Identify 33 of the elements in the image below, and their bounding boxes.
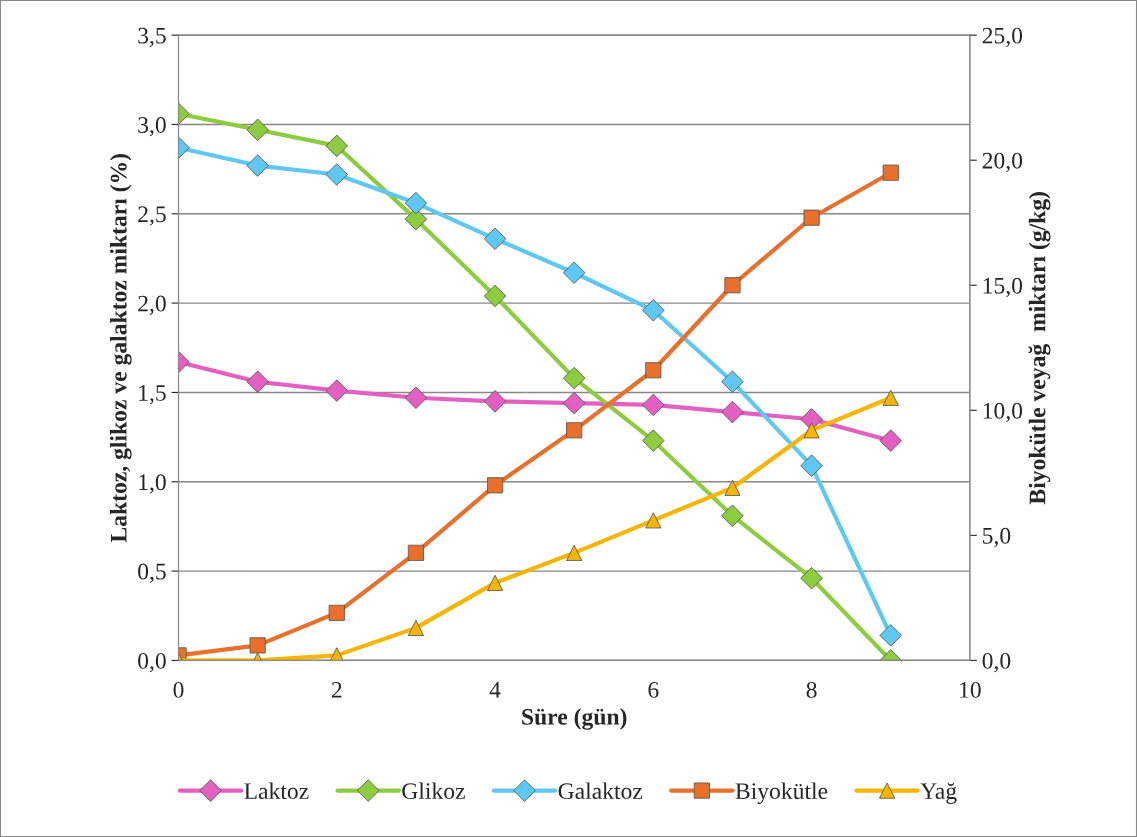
legend-label: Laktoz [244, 782, 309, 800]
x-axis-title: Süre (gün) [522, 708, 627, 730]
legend-label: Yağ [920, 782, 957, 804]
y2-tick-label: 20,0 [982, 152, 1023, 173]
point [721, 400, 744, 424]
x-tick-label: 6 [648, 681, 659, 698]
y2-axis-title: Biyokütle veyağ miktarı (g/kg) [1028, 192, 1051, 505]
y2-tick-label: 25,0 [982, 27, 1023, 47]
legend-label: Glikoz [402, 782, 465, 800]
x-tick-label: 2 [331, 681, 342, 698]
y2-tick-label: 15,0 [983, 277, 1023, 298]
point [483, 390, 507, 413]
y-tick-label: 0,0 [138, 652, 166, 673]
point [800, 567, 823, 590]
y-tick-label: 2,0 [138, 295, 166, 315]
y2-tick-label: 5,0 [983, 527, 1011, 548]
y-tick-label: 0,5 [138, 563, 166, 583]
y-tick-label: 3,0 [138, 116, 166, 137]
point [325, 163, 348, 186]
y-tick-label: 3,5 [138, 27, 166, 47]
x-tick-label: 0 [173, 681, 184, 698]
x-tick-label: 4 [489, 682, 501, 698]
y-tick-label: 1,0 [139, 474, 166, 494]
x-tick-label: 10 [960, 681, 981, 698]
y-axis-title: Laktoz, glikoz ve galaktoz miktarı (%) [110, 154, 132, 543]
point [486, 477, 504, 494]
x-tick-label: 8 [806, 681, 817, 698]
legend-label: Biyokütle [735, 782, 828, 804]
legend-label: Galaktoz [558, 782, 643, 800]
y2-tick-label: 0,0 [982, 652, 1011, 673]
y-tick-label: 1,5 [139, 385, 166, 405]
y-tick-label: 2,5 [138, 206, 166, 226]
y2-tick-label: 10,0 [983, 402, 1023, 423]
